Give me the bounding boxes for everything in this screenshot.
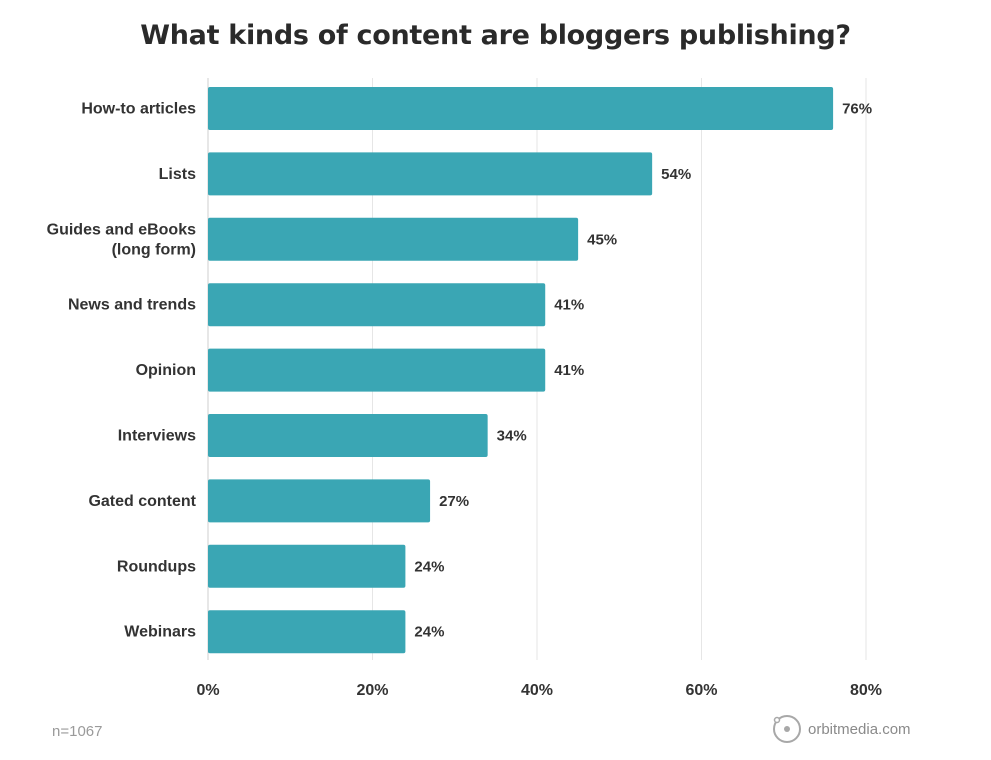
brand-mark: orbitmedia.com: [772, 714, 911, 744]
x-tick-label: 80%: [850, 682, 882, 699]
bar: [208, 610, 406, 654]
brand-text: orbitmedia.com: [808, 720, 911, 738]
data-label: 34%: [497, 428, 527, 445]
bar: [208, 87, 834, 130]
bar: [208, 283, 546, 327]
category-label: News and trends: [68, 297, 196, 314]
chart-title: What kinds of content are bloggers publi…: [140, 20, 851, 51]
x-tick-label: 40%: [521, 682, 553, 699]
data-label: 24%: [414, 558, 444, 575]
category-labels: How-to articles Lists Guides and eBooks (lo…: [47, 101, 197, 641]
category-label: Webinars: [124, 624, 196, 641]
bar: [208, 217, 579, 261]
bar: [208, 414, 488, 457]
bar: [208, 348, 546, 392]
bar: [208, 479, 431, 523]
bar: [208, 152, 653, 196]
data-label: 27%: [439, 493, 469, 510]
x-axis-ticks: 0% 20% 40% 60% 80%: [196, 682, 882, 699]
category-label: Guides and eBooks (long form): [47, 221, 196, 258]
data-label: 76%: [842, 101, 872, 118]
category-label: Gated content: [88, 493, 196, 510]
data-label: 54%: [661, 166, 691, 183]
data-label: 41%: [554, 362, 584, 379]
category-label: Interviews: [118, 428, 196, 445]
value-labels: 76% 54% 45% 41% 41% 34% 27% 24% 24%: [414, 101, 872, 641]
data-label: 41%: [554, 297, 584, 314]
category-label: Roundups: [117, 558, 196, 575]
category-label: Lists: [159, 166, 196, 183]
data-label: 24%: [414, 624, 444, 641]
x-tick-label: 0%: [196, 682, 219, 699]
data-label: 45%: [587, 231, 617, 248]
x-tick-label: 20%: [356, 682, 388, 699]
orbit-logo-icon: [773, 715, 801, 743]
x-tick-label: 60%: [685, 682, 717, 699]
sample-size-note: n=1067: [52, 723, 103, 740]
category-label: How-to articles: [81, 101, 196, 118]
bar: [208, 544, 406, 588]
category-label: Opinion: [136, 362, 196, 379]
bars: [208, 87, 834, 654]
